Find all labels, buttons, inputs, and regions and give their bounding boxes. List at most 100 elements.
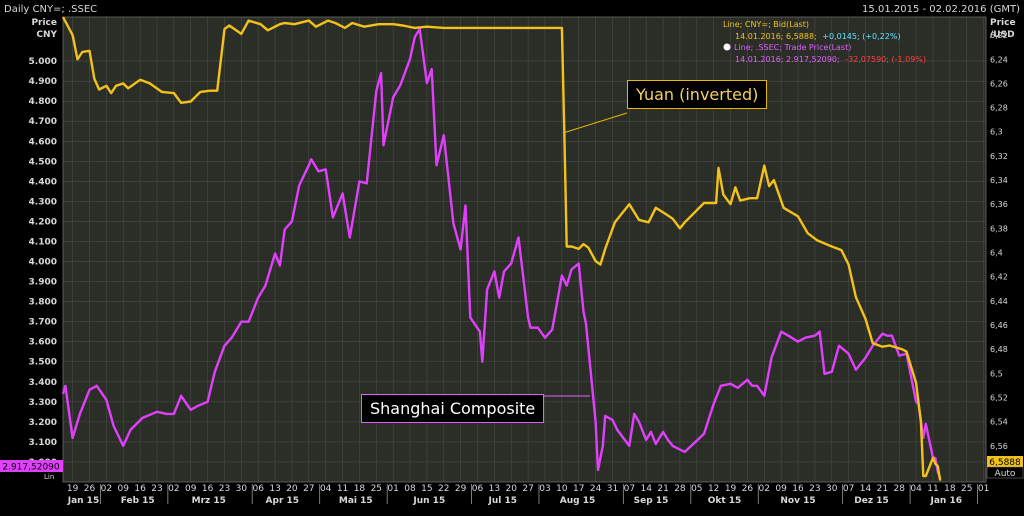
yuan-point [817,240,818,241]
yuan-point [855,296,857,298]
yuan-point [783,207,784,209]
yuan-point [378,23,380,25]
yuan-point [561,27,563,29]
ssec-point [655,443,657,445]
ssec-point [544,337,546,339]
yuan-point [600,264,601,265]
day-tick-label: 29 [455,484,467,494]
yuan-point [841,249,842,251]
yuan-point [848,264,849,265]
ssec-point [805,337,806,339]
ssec-point [788,335,789,337]
ssec-point [518,237,519,238]
ssec-point [629,445,630,447]
month-label: Dez 15 [854,496,888,506]
yuan-point [865,318,866,320]
left-tick-label: 5.000 [29,57,57,67]
yuan-point [718,167,719,169]
yuan-point [335,22,336,24]
yuan-point [229,25,230,26]
day-tick-label: 30 [236,484,248,494]
left-axis-title: Price [31,18,57,28]
yuan-point [684,222,686,223]
ssec-point [923,437,924,439]
day-tick-label: 27 [522,484,533,494]
yuan-point [665,213,666,215]
day-tick-label: 02 [168,484,179,494]
right-axis-unit: /USD [990,30,1015,40]
yuan-point [106,85,107,87]
day-tick-label: 23 [809,484,820,494]
month-label: Okt 15 [708,496,742,506]
ssec-point [633,413,635,415]
yuan-point [414,27,416,29]
legend-ssec-dot-icon[interactable] [723,43,731,51]
ssec-point [672,445,673,447]
ssec-point [460,249,461,250]
ssec-point [612,419,613,421]
ssec-point [426,82,428,84]
left-axis-unit: CNY [36,30,57,40]
right-tick-label: 6,48 [990,345,1008,354]
yuan-annotation-label: Yuan (inverted) [627,80,768,109]
ssec-point [645,439,647,441]
yuan-point [209,90,211,91]
yuan-point [127,88,129,89]
ssec-point [848,353,849,355]
ssec-point [231,337,232,339]
day-tick-label: 16 [134,484,146,494]
day-tick-label: 14 [640,484,652,494]
ssec-point [156,411,158,413]
yuan-point [889,345,890,346]
yuan-point [595,260,596,262]
yuan-point [571,246,572,247]
yuan-point [72,34,73,36]
ssec-point [638,421,640,423]
yuan-point [479,27,481,29]
day-tick-label: 28 [894,484,906,494]
right-axis-title: Price [990,18,1016,28]
day-tick-label: 02 [101,484,112,494]
ssec-point [551,329,553,331]
yuan-point [923,475,924,477]
day-tick-label: 11 [337,484,348,494]
yuan-point [122,83,124,84]
day-tick-label: 06 [472,484,484,494]
lin-label: Lin [44,473,54,481]
ssec-point [431,68,433,70]
ssec-point [130,429,131,431]
left-tick-label: 3.400 [29,378,57,388]
legend-ssec-values: 14.01.2016; 2.917,52090; -32,07590; (-1,… [735,55,926,64]
left-tick-label: 3.800 [29,298,57,308]
yuan-point [180,102,182,104]
day-tick-label: 04 [320,484,332,494]
day-tick-label: 19 [725,484,737,494]
ssec-point [751,385,753,387]
ssec-point [494,271,495,272]
ssec-point [684,451,686,453]
yuan-point [882,346,883,348]
yuan-point [173,92,175,94]
yuan-point [588,247,589,248]
ssec-point [241,321,242,323]
ssec-point [113,425,114,427]
ssec-point [730,383,731,385]
ssec-point [935,457,936,459]
day-tick-label: 30 [826,484,838,494]
ssec-point [667,439,669,441]
left-tick-label: 4.300 [29,197,57,207]
yuan-point [925,475,927,477]
yuan-point [564,131,565,132]
ssec-point [284,229,286,230]
ssec-point [453,223,454,224]
yuan-point [749,197,751,199]
legend-ssec-change: -32,07590; (-1,09%) [845,55,926,64]
ssec-point [265,285,266,286]
yuan-point [344,27,346,29]
auto-scale-toggle[interactable] [986,466,1024,479]
right-tick-label: 6,3 [990,128,1003,137]
left-tick-label: 4.700 [29,117,57,127]
ssec-series [61,27,942,479]
yuan-point [920,421,922,422]
yuan-point [248,20,249,21]
